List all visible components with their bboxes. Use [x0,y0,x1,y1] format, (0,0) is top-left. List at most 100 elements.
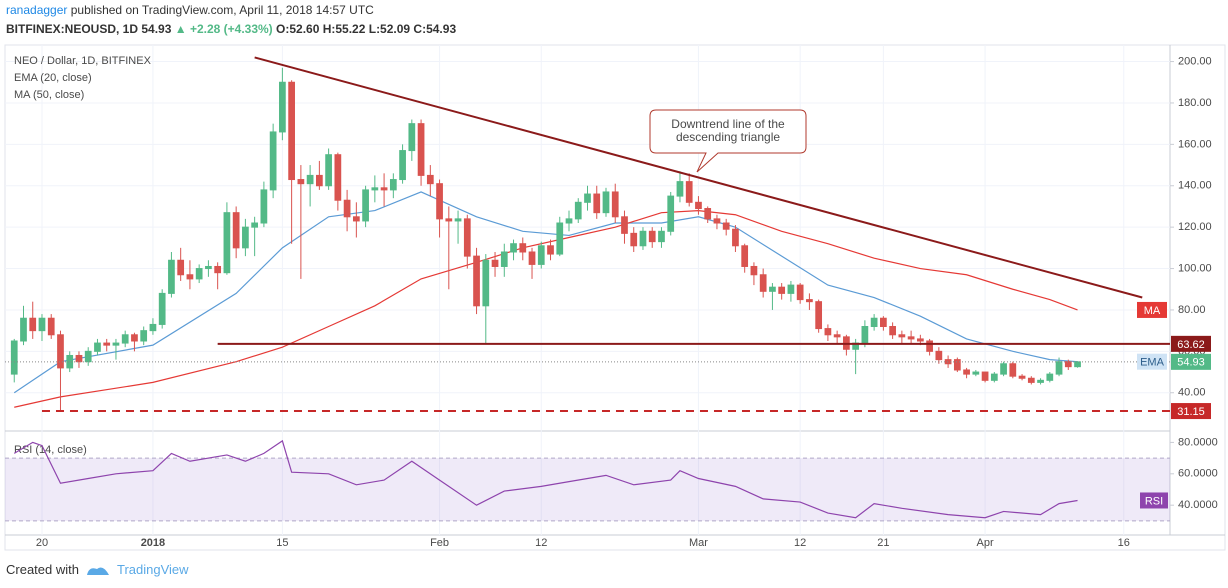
candle-body [214,265,222,274]
candle-body [482,259,490,307]
candle-body [297,179,305,185]
series-badge: RSI [1145,495,1163,507]
candle-body [491,259,499,267]
candle-body [870,317,878,328]
candle-body [732,228,739,247]
candle-body [408,123,416,152]
chart-title: RSI (14, close) [14,444,87,456]
candle-body [242,226,249,249]
candle-body [1037,379,1044,383]
last-price: 54.93 [141,22,172,36]
level-label: 63.62 [1177,339,1205,351]
candle-body [935,350,943,361]
y-tick-label: 120.00 [1178,221,1212,233]
symbol: BITFINEX:NEOUSD, 1D [6,22,139,36]
x-tick-label: 2018 [141,537,165,549]
created-with: Created with [6,562,79,577]
brand[interactable]: TradingView [116,562,189,577]
candle-body [168,259,175,294]
candle-body [990,373,998,381]
candle-body [1074,361,1081,368]
author[interactable]: ranadagger [6,3,68,17]
candle-body [704,208,712,220]
candle-body [57,334,64,369]
rsi-line [13,439,1078,519]
candle-body [362,189,369,222]
chart-frame [4,44,1226,551]
y-tick-label: 100.00 [1178,262,1212,274]
ohlc: O:52.60 H:55.22 L:52.09 C:54.93 [276,22,457,36]
candle-body [66,354,74,369]
candle-body [972,371,980,375]
candle-body [547,245,554,255]
level-label-bg [1171,335,1211,352]
published: published on TradingView.com, April 11, … [70,3,374,17]
candle-body [131,334,138,342]
indicator-line [14,209,1078,408]
candle-body [574,201,582,220]
candle-body [685,181,693,203]
candle-body [695,201,702,210]
candle-body [510,243,517,253]
candle-body [205,265,212,270]
x-tick-label: 20 [36,537,48,549]
series-badge-bg [1140,492,1168,509]
candle-body [158,292,166,325]
candle-body [639,230,647,247]
candle-body [473,255,480,307]
candle-body [1055,361,1063,375]
candle-body [769,286,776,292]
candle-body [260,189,268,224]
candle-body [84,350,92,363]
symbol-line: BITFINEX:NEOUSD, 1D 54.93 ▲ +2.28 (+4.33… [6,22,456,36]
y-tick-label: 40.00 [1178,387,1206,399]
candle-body [630,232,638,247]
series-badge-bg [1137,301,1167,318]
candle-body [149,323,157,332]
candle-body [787,284,795,294]
candle-body [880,317,887,328]
candle-body [436,183,443,220]
candle-body [454,218,462,222]
y-tick-label: 80.00 [1178,304,1206,316]
candle-body [963,369,970,375]
callout-box [649,109,807,173]
candle-body [1018,375,1026,379]
candle-body [1064,361,1072,368]
candle-body [722,222,730,230]
candle-body [667,195,675,232]
candle-body [306,174,314,185]
candle-body [352,216,360,222]
candle-body [602,191,610,214]
candle-body [778,286,786,294]
candle-body [1000,363,1007,375]
candle-body [833,334,841,338]
candle-body [926,340,933,352]
candle-body [140,330,148,342]
candle-body [334,154,342,201]
last-price-label-bg [1171,353,1211,370]
candle-body [500,251,508,267]
candle-body [796,284,804,301]
candle-body [47,317,55,336]
candle-body [907,336,915,340]
candle-body [103,342,111,346]
publish-line: ranadagger published on TradingView.com,… [6,3,374,17]
last-price-label: 54.93 [1177,357,1205,369]
series-badge: EMA [1140,357,1165,369]
candle-body [177,259,185,276]
indicator-line [13,191,1078,394]
candle-body [1046,373,1054,381]
candle-body [38,317,46,332]
candle-body [676,181,684,197]
candle-body [75,354,83,363]
candle-body [269,131,277,191]
x-tick-label: 12 [535,537,547,549]
x-tick-label: Apr [977,537,994,549]
candle-body [519,243,527,253]
candle-body [759,274,767,292]
candle-body [232,212,240,249]
candle-body [898,334,906,338]
candle-body [426,174,434,185]
candle-body [621,216,628,234]
